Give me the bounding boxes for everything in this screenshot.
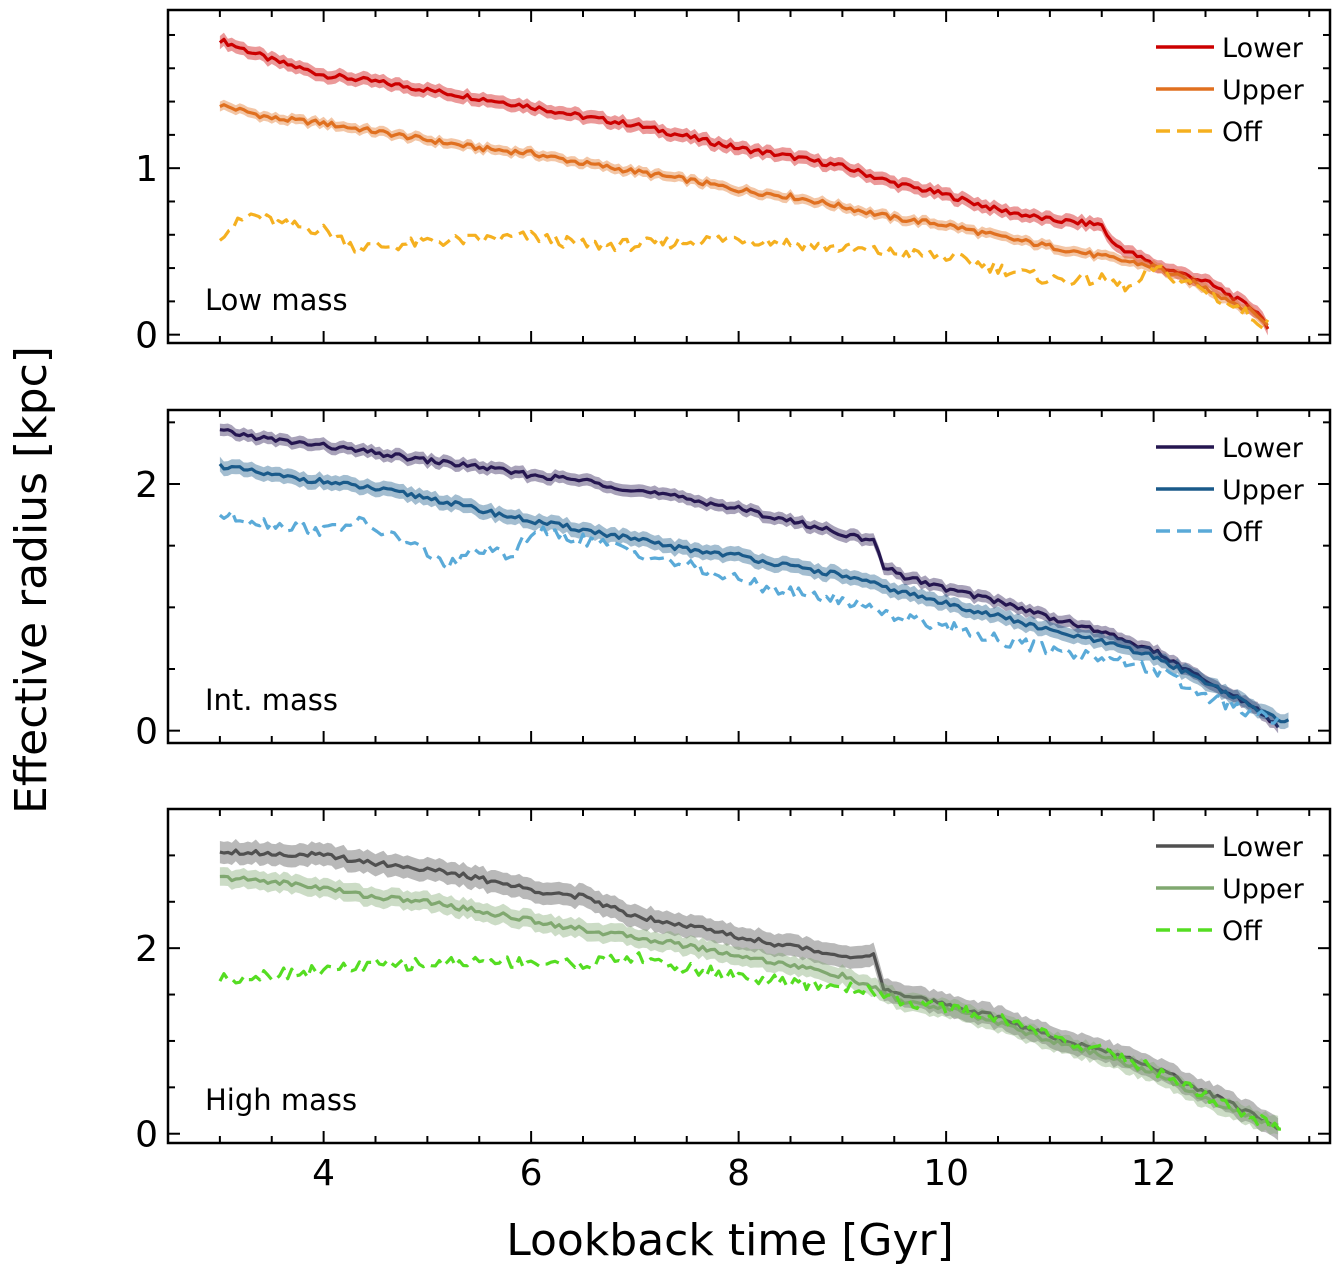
x-axis-label: Lookback time [Gyr]: [506, 1215, 954, 1266]
series-line-off: [218, 212, 1270, 330]
series-line-lower: [219, 428, 1280, 729]
x-tick-label: 10: [923, 1153, 969, 1194]
y-tick-label: 0: [135, 712, 158, 753]
panel-frame: [166, 8, 1332, 345]
legend: Lower Upper Off: [1156, 832, 1305, 947]
legend-label-lower: Lower: [1222, 33, 1304, 64]
y-tick-label: 0: [135, 316, 158, 357]
legend-label-upper: Upper: [1222, 75, 1305, 106]
series-line-upper: [218, 462, 1290, 724]
series-band-upper: [219, 456, 1289, 730]
y-tick-label: 2: [135, 465, 158, 506]
panel-label: Int. mass: [205, 683, 338, 717]
legend: Lower Upper Off: [1156, 33, 1305, 148]
y-axis-label: Effective radius [kpc]: [6, 346, 57, 814]
panel-1: 0 1 Low mass Lower Upper Off: [135, 8, 1332, 357]
legend: Lower Upper Off: [1156, 433, 1305, 548]
panel-label: High mass: [205, 1083, 357, 1117]
series-band-lower: [219, 32, 1268, 336]
series-line-lower: [219, 848, 1280, 1131]
panel-frame: [166, 807, 1332, 1145]
series-band-upper: [219, 99, 1268, 331]
x-tick-label: 6: [520, 1153, 543, 1194]
panels: 0 1 Low mass Lower Upper Off 0 2 Int. mass Lower U…: [135, 8, 1332, 1194]
legend-label-off: Off: [1222, 117, 1263, 148]
x-tick-label: 4: [312, 1153, 335, 1194]
series-band-lower: [219, 839, 1279, 1141]
x-tick-label: 12: [1131, 1153, 1177, 1194]
y-tick-label: 1: [135, 149, 158, 190]
series-line-upper: [219, 874, 1279, 1127]
series-band-upper: [219, 867, 1279, 1135]
series-line-upper: [219, 103, 1269, 327]
legend-label-off: Off: [1222, 916, 1263, 947]
y-tick-label: 2: [135, 929, 158, 970]
series-line-off: [218, 509, 1280, 725]
legend-label-upper: Upper: [1222, 475, 1305, 506]
panel-2: 0 2 Int. mass Lower Upper Off: [135, 408, 1332, 753]
series-line-lower: [218, 37, 1270, 330]
panel-3: 0 2 4 6 8 10 12 High mass Lower Upper Off: [135, 807, 1332, 1194]
legend-label-lower: Lower: [1222, 433, 1304, 464]
legend-label-upper: Upper: [1222, 874, 1305, 905]
x-tick-label: 8: [727, 1153, 750, 1194]
panel-label: Low mass: [205, 283, 348, 317]
y-tick-label: 0: [135, 1115, 158, 1156]
legend-label-lower: Lower: [1222, 832, 1304, 863]
panel-frame: [166, 408, 1332, 745]
series-band-lower: [219, 423, 1279, 734]
legend-label-off: Off: [1222, 517, 1263, 548]
series-line-off: [218, 951, 1284, 1132]
